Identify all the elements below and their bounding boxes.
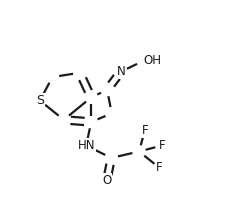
Text: N: N <box>116 65 125 78</box>
Text: F: F <box>158 139 165 152</box>
Text: O: O <box>102 174 111 187</box>
Text: S: S <box>36 94 44 107</box>
Text: F: F <box>141 124 148 137</box>
Text: OH: OH <box>143 55 160 67</box>
Text: F: F <box>155 162 162 174</box>
Text: HN: HN <box>77 139 94 152</box>
